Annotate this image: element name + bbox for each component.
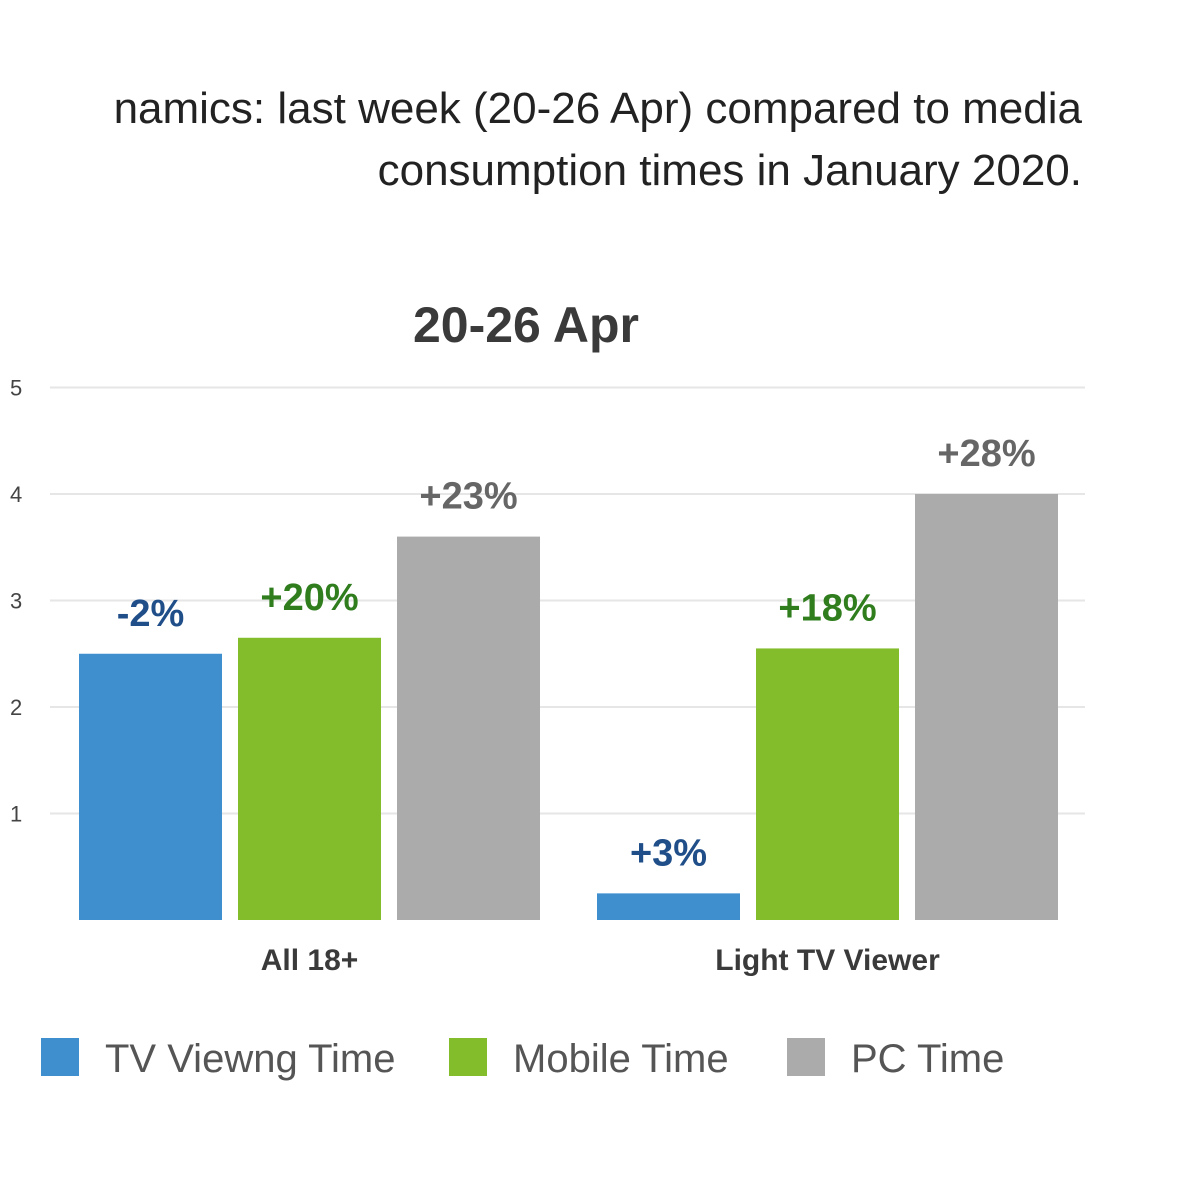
y-tick-label-5: 5 [10,376,22,401]
bar-labels: -2% +20% +23% +3% +18% +28% [117,433,1036,874]
x-tick-label-2: Light TV Viewer [715,944,940,977]
legend: TV Viewng Time Mobile Time PC Time [41,1037,1004,1081]
chart-caption: namics: last week (20-26 Apr) compared t… [2,78,1082,202]
legend-label-2: Mobile Time [513,1037,729,1081]
x-axis-labels: All 18+ Light TV Viewer [261,944,940,977]
bars [79,494,1058,920]
bar-3-1 [397,536,540,920]
bar-label-3-2: +28% [937,433,1035,475]
y-axis-ticks: 1 2 3 4 5 [10,376,22,827]
bar-1-1 [79,653,222,920]
caption-line-1: namics: last week (20-26 Apr) compared t… [113,84,1082,133]
bar-label-1-1: -2% [117,593,185,635]
chart-title: 20-26 Apr [413,297,639,353]
y-tick-label-1: 1 [10,802,22,827]
y-tick-label-2: 2 [10,695,22,720]
bar-1-2 [597,893,740,920]
bar-label-3-1: +23% [419,476,517,518]
legend-label-3: PC Time [851,1037,1004,1081]
bar-label-2-1: +20% [260,577,358,619]
bar-2-2 [756,648,899,920]
y-tick-label-3: 3 [10,589,22,614]
bar-label-2-2: +18% [778,587,876,629]
legend-label-1: TV Viewng Time [105,1037,396,1081]
caption-line-2: consumption times in January 2020. [377,146,1082,195]
grid-lines [50,386,1085,815]
bar-2-1 [238,637,381,920]
bar-3-2 [915,494,1058,920]
legend-swatch-2 [449,1038,487,1076]
x-tick-label-1: All 18+ [261,944,359,977]
bar-label-1-2: +3% [630,832,707,874]
y-tick-label-4: 4 [10,482,22,507]
legend-swatch-1 [41,1038,79,1076]
legend-swatch-3 [787,1038,825,1076]
